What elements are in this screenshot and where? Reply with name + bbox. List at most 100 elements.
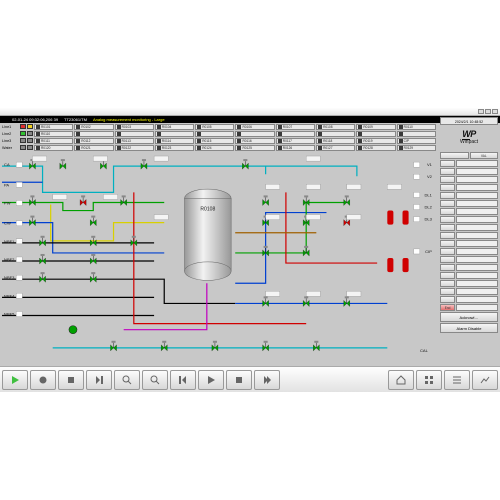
tag-cell[interactable] bbox=[276, 131, 315, 137]
status-led[interactable] bbox=[27, 131, 33, 136]
side-button[interactable] bbox=[440, 192, 455, 199]
tag-cell[interactable]: R0115 bbox=[195, 138, 234, 144]
tag-cell[interactable]: R0109 bbox=[356, 124, 395, 130]
tag-cell[interactable] bbox=[235, 131, 274, 137]
tag-cell[interactable]: R0125 bbox=[235, 145, 274, 151]
tag-cell[interactable]: CIP bbox=[397, 138, 436, 144]
side-field[interactable] bbox=[456, 240, 498, 247]
tag-cell[interactable]: R0112 bbox=[74, 138, 113, 144]
tag-cell[interactable]: R0107 bbox=[276, 124, 315, 130]
side-field[interactable] bbox=[456, 248, 498, 255]
tag-cell[interactable]: R0103 bbox=[115, 124, 154, 130]
tag-cell[interactable] bbox=[356, 131, 395, 137]
tag-cell[interactable] bbox=[195, 131, 234, 137]
play-button[interactable] bbox=[2, 370, 28, 390]
pid-diagram[interactable]: R0108CAPAPWCWNBF1NBF2NBF3NBF4NBF5V1V2DL1… bbox=[2, 152, 438, 364]
tag-cell[interactable]: R0110 bbox=[34, 131, 73, 137]
side-button[interactable] bbox=[440, 160, 455, 167]
side-button[interactable] bbox=[440, 272, 455, 279]
tag-cell[interactable] bbox=[155, 131, 194, 137]
side-field[interactable] bbox=[456, 296, 498, 303]
tag-cell[interactable]: R0121 bbox=[74, 145, 113, 151]
side-field[interactable] bbox=[456, 256, 498, 263]
side-button[interactable] bbox=[440, 216, 455, 223]
side-button[interactable] bbox=[440, 224, 455, 231]
side-field[interactable] bbox=[456, 288, 498, 295]
side-field[interactable] bbox=[456, 184, 498, 191]
tag-cell[interactable]: R0114 bbox=[155, 138, 194, 144]
tag-cell[interactable]: R0127 bbox=[316, 145, 355, 151]
tag-cell[interactable]: R0104 bbox=[155, 124, 194, 130]
tag-cell[interactable]: R0122 bbox=[115, 145, 154, 151]
side-button[interactable] bbox=[440, 264, 455, 271]
tag-cell[interactable]: R0106 bbox=[235, 124, 274, 130]
tag-cell[interactable] bbox=[74, 131, 113, 137]
close-icon[interactable] bbox=[492, 109, 498, 114]
side-wide-button[interactable]: Alarm Disable bbox=[440, 323, 498, 333]
status-led[interactable] bbox=[20, 124, 26, 129]
tag-cell[interactable]: R0116 bbox=[235, 138, 274, 144]
side-button[interactable] bbox=[440, 240, 455, 247]
status-led[interactable] bbox=[27, 145, 33, 150]
side-button-val[interactable]: VAL bbox=[470, 152, 499, 159]
side-button[interactable] bbox=[440, 168, 455, 175]
end-button[interactable]: End bbox=[440, 304, 455, 311]
side-button[interactable] bbox=[440, 184, 455, 191]
tag-cell[interactable]: R0124 bbox=[195, 145, 234, 151]
side-field[interactable] bbox=[456, 216, 498, 223]
tag-cell[interactable]: R0108 bbox=[316, 124, 355, 130]
status-led[interactable] bbox=[20, 138, 26, 143]
stop-button[interactable] bbox=[58, 370, 84, 390]
side-button[interactable] bbox=[440, 280, 455, 287]
side-field[interactable] bbox=[456, 272, 498, 279]
side-field[interactable] bbox=[456, 168, 498, 175]
side-field[interactable] bbox=[456, 200, 498, 207]
side-field[interactable] bbox=[456, 176, 498, 183]
tag-cell[interactable]: R0110 bbox=[397, 124, 436, 130]
stop2-button[interactable] bbox=[226, 370, 252, 390]
side-button[interactable] bbox=[440, 232, 455, 239]
side-button[interactable] bbox=[440, 152, 469, 159]
side-button[interactable] bbox=[440, 208, 455, 215]
side-field[interactable] bbox=[456, 224, 498, 231]
tag-cell[interactable] bbox=[115, 131, 154, 137]
min-icon[interactable] bbox=[478, 109, 484, 114]
side-button[interactable] bbox=[440, 176, 455, 183]
tag-cell[interactable]: R0102 bbox=[74, 124, 113, 130]
tag-cell[interactable]: R0105 bbox=[195, 124, 234, 130]
side-button[interactable] bbox=[440, 296, 455, 303]
grid-button[interactable] bbox=[416, 370, 442, 390]
side-button[interactable] bbox=[440, 256, 455, 263]
side-button[interactable] bbox=[440, 248, 455, 255]
side-field[interactable] bbox=[456, 280, 498, 287]
chart-button[interactable] bbox=[472, 370, 498, 390]
side-field[interactable] bbox=[456, 192, 498, 199]
tag-cell[interactable]: R0111 bbox=[34, 138, 73, 144]
record-button[interactable] bbox=[30, 370, 56, 390]
side-field[interactable] bbox=[456, 232, 498, 239]
side-button[interactable] bbox=[440, 200, 455, 207]
tag-cell[interactable] bbox=[397, 131, 436, 137]
side-wide-button[interactable]: Acknowl… bbox=[440, 312, 498, 322]
status-led[interactable] bbox=[20, 145, 26, 150]
tag-cell[interactable]: R0101 bbox=[34, 124, 73, 130]
zoom-out-button[interactable] bbox=[142, 370, 168, 390]
tag-cell[interactable]: R0117 bbox=[276, 138, 315, 144]
status-led[interactable] bbox=[27, 124, 33, 129]
status-led[interactable] bbox=[20, 131, 26, 136]
list-button[interactable] bbox=[444, 370, 470, 390]
tag-cell[interactable]: R0113 bbox=[115, 138, 154, 144]
zoom-in-button[interactable] bbox=[114, 370, 140, 390]
tag-cell[interactable] bbox=[316, 131, 355, 137]
side-button[interactable] bbox=[440, 288, 455, 295]
tag-cell[interactable]: R0119 bbox=[356, 138, 395, 144]
tag-cell[interactable]: R0120 bbox=[34, 145, 73, 151]
home-button[interactable] bbox=[388, 370, 414, 390]
max-icon[interactable] bbox=[485, 109, 491, 114]
skip-button[interactable] bbox=[254, 370, 280, 390]
tag-cell[interactable]: R0118 bbox=[316, 138, 355, 144]
tag-cell[interactable]: R0129 bbox=[397, 145, 436, 151]
tag-cell[interactable]: R0128 bbox=[356, 145, 395, 151]
rewind-button[interactable] bbox=[170, 370, 196, 390]
status-led[interactable] bbox=[27, 138, 33, 143]
